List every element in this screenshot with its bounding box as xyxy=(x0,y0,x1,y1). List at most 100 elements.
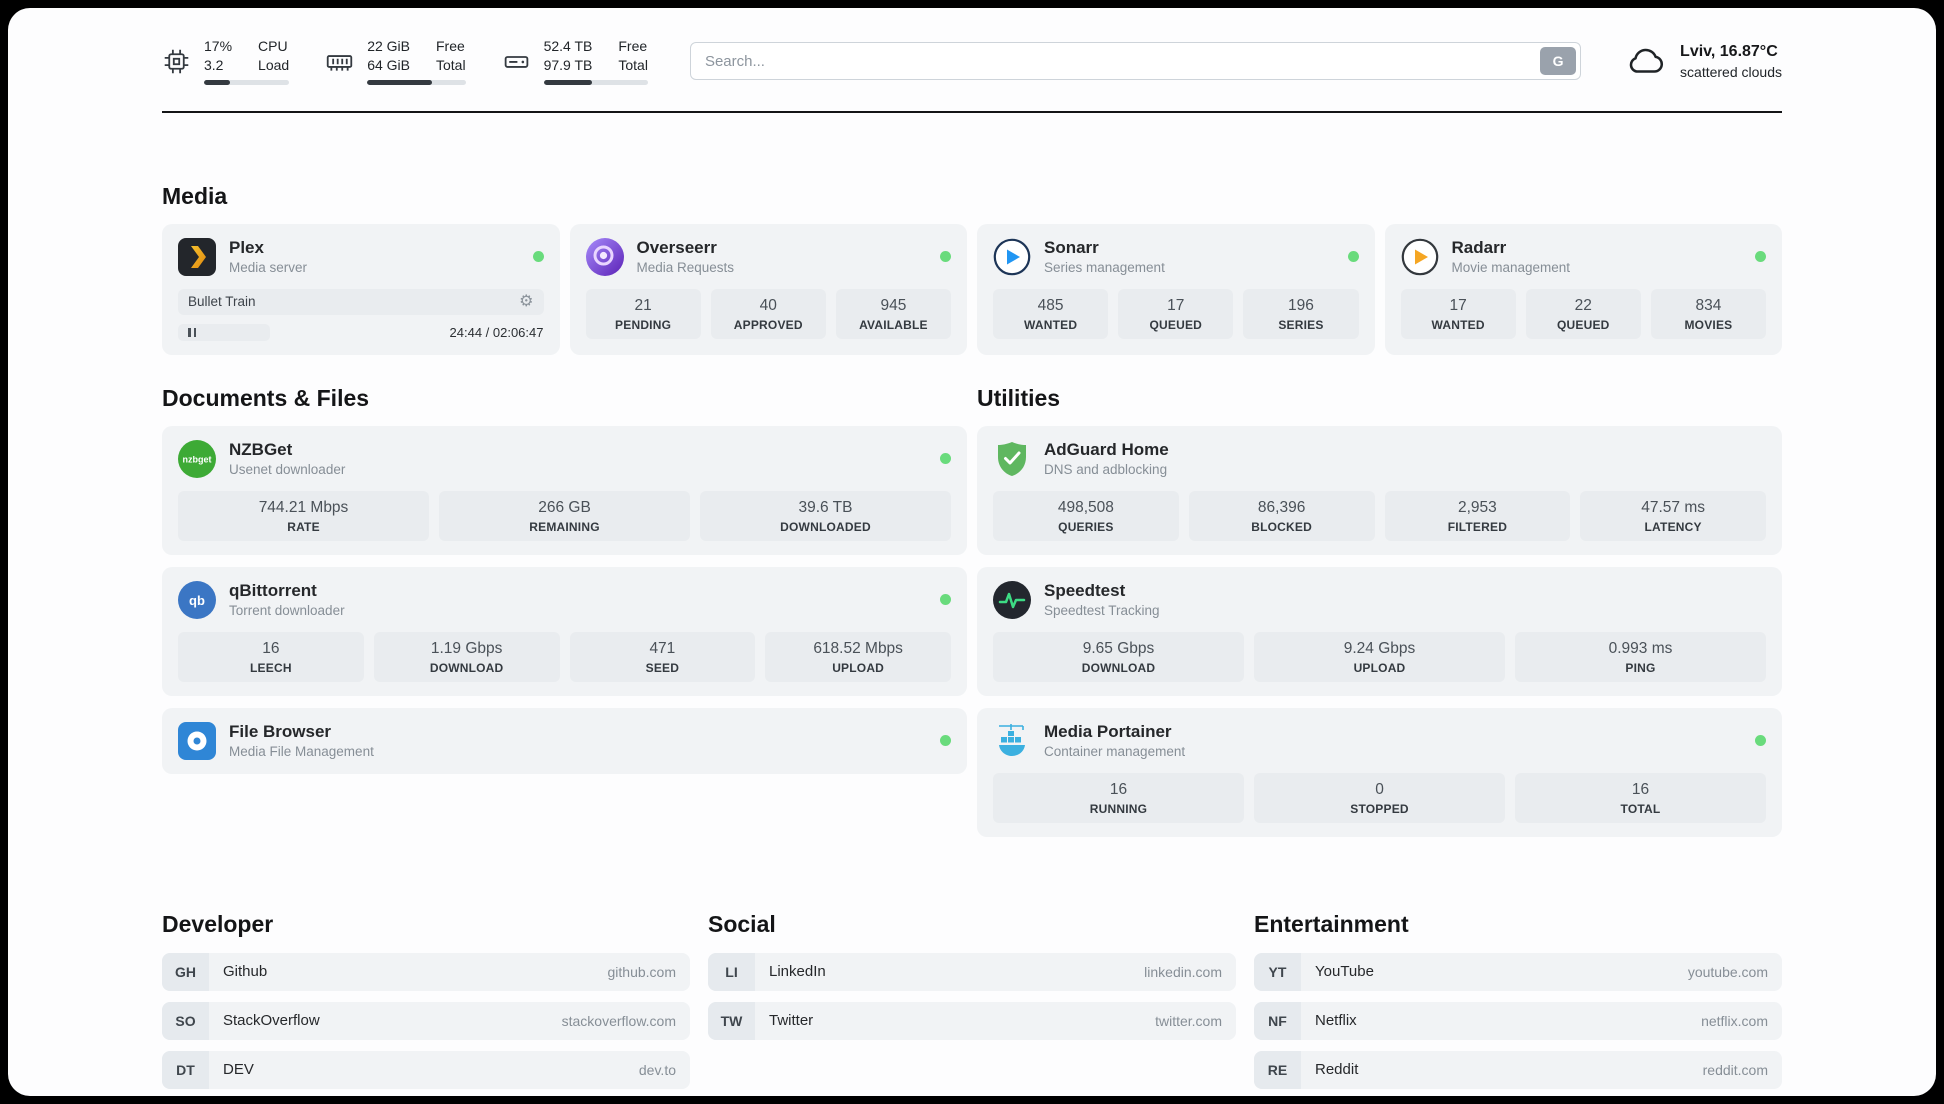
app-name: Sonarr xyxy=(1044,237,1099,257)
app-subtitle: DNS and adblocking xyxy=(1044,462,1168,478)
bookmark-name: Github xyxy=(223,963,268,981)
qbittorrent-icon: qb xyxy=(178,580,216,619)
bookmark-name: LinkedIn xyxy=(769,963,826,981)
app-subtitle: Media File Management xyxy=(229,744,374,760)
bookmark-url: stackoverflow.com xyxy=(561,1012,676,1029)
search-input[interactable] xyxy=(689,42,1582,81)
stat-latency: 47.57 ms LATENCY xyxy=(1580,490,1766,541)
cloud-icon xyxy=(1625,44,1667,78)
social-bookmarks: Social LI LinkedIn linkedin.com TW Twitt… xyxy=(708,911,1236,1096)
stat-downloaded: 39.6 TB DOWNLOADED xyxy=(700,490,951,541)
stat-queries: 498,508 QUERIES xyxy=(993,490,1179,541)
stat-total: 16 TOTAL xyxy=(1515,772,1766,823)
status-dot xyxy=(940,251,951,263)
bookmark-linkedin[interactable]: LI LinkedIn linkedin.com xyxy=(708,952,1236,991)
bookmark-url: twitter.com xyxy=(1155,1012,1222,1029)
app-name: Plex xyxy=(229,237,264,257)
bookmark-netflix[interactable]: NF Netflix netflix.com xyxy=(1254,1001,1782,1040)
app-card-qbittorrent[interactable]: qb qBittorrent Torrent downloader 16 LEE… xyxy=(162,566,967,696)
disk-icon xyxy=(502,47,531,76)
gear-icon[interactable]: ⚙ xyxy=(519,292,534,310)
sonarr-icon xyxy=(993,238,1031,276)
app-card-radarr[interactable]: Radarr Movie management 17 WANTED 22 QUE… xyxy=(1384,223,1782,355)
pause-button[interactable] xyxy=(178,323,270,341)
bookmark-abbr: RE xyxy=(1254,1050,1301,1089)
bookmark-abbr: LI xyxy=(708,952,755,991)
disk-labels: Free Total xyxy=(618,38,648,73)
stat-running: 16 RUNNING xyxy=(993,772,1244,823)
stat-pending: 21 PENDING xyxy=(585,288,701,339)
bookmark-url: reddit.com xyxy=(1702,1061,1768,1078)
app-name: qBittorrent xyxy=(229,580,317,600)
search-engine-button[interactable]: G xyxy=(1540,47,1577,76)
stat-wanted: 485 WANTED xyxy=(993,288,1109,339)
search-bar: G xyxy=(689,42,1582,81)
cpu-usage-bar xyxy=(204,79,290,85)
app-card-portainer[interactable]: Media Portainer Container management 16 … xyxy=(977,707,1782,837)
bookmark-abbr: SO xyxy=(162,1001,209,1040)
app-subtitle: Movie management xyxy=(1451,260,1571,276)
stat-available: 945 AVAILABLE xyxy=(835,288,952,339)
media-section: Media Plex Media server xyxy=(162,183,1782,355)
stat-download: 9.65 Gbps DOWNLOAD xyxy=(993,631,1244,682)
bookmark-abbr: DT xyxy=(162,1050,209,1089)
app-card-plex[interactable]: Plex Media server Bullet Train ⚙ 24:44 /… xyxy=(162,223,560,355)
bookmark-name: YouTube xyxy=(1315,963,1374,981)
stat-upload: 618.52 Mbps UPLOAD xyxy=(765,631,951,682)
utilities-section-title: Utilities xyxy=(977,384,1061,411)
bookmark-stackoverflow[interactable]: SO StackOverflow stackoverflow.com xyxy=(162,1001,690,1040)
ram-icon xyxy=(325,47,354,76)
adguard-icon xyxy=(993,440,1031,478)
bookmark-reddit[interactable]: RE Reddit reddit.com xyxy=(1254,1050,1782,1089)
status-dot xyxy=(940,453,951,465)
cpu-icon xyxy=(162,47,191,76)
app-name: NZBGet xyxy=(229,439,293,459)
developer-section-title: Developer xyxy=(162,910,274,937)
filebrowser-icon xyxy=(178,721,216,760)
bookmark-abbr: TW xyxy=(708,1001,755,1040)
app-card-speedtest[interactable]: Speedtest Speedtest Tracking 9.65 Gbps D… xyxy=(977,566,1782,696)
bookmark-dev[interactable]: DT DEV dev.to xyxy=(162,1050,690,1089)
app-card-overseerr[interactable]: Overseerr Media Requests 21 PENDING 40 A… xyxy=(569,223,967,355)
app-subtitle: Container management xyxy=(1044,744,1186,760)
now-playing-title: Bullet Train xyxy=(188,294,256,310)
ram-usage-bar xyxy=(367,79,466,85)
stat-seed: 471 SEED xyxy=(569,631,756,682)
bookmark-url: github.com xyxy=(607,963,676,980)
app-subtitle: Torrent downloader xyxy=(229,603,345,619)
app-card-adguard[interactable]: AdGuard Home DNS and adblocking 498,508 … xyxy=(977,425,1782,555)
bookmark-youtube[interactable]: YT YouTube youtube.com xyxy=(1254,952,1782,991)
app-card-sonarr[interactable]: Sonarr Series management 485 WANTED 17 Q… xyxy=(977,223,1375,355)
svg-text:nzbget: nzbget xyxy=(183,454,212,464)
app-name: Overseerr xyxy=(636,237,717,257)
svg-text:qb: qb xyxy=(189,593,205,608)
bookmark-abbr: YT xyxy=(1254,952,1301,991)
weather-widget: Lviv, 16.87°C scattered clouds xyxy=(1625,43,1782,80)
dashboard-window: 17% 3.2 CPU Load xyxy=(8,8,1936,1096)
stat-wanted: 17 WANTED xyxy=(1400,288,1516,339)
ram-values: 22 GiB 64 GiB xyxy=(367,38,410,73)
documents-section: Documents & Files nzbget NZBGet Usenet d… xyxy=(162,385,967,849)
status-dot xyxy=(1755,251,1766,263)
bookmark-twitter[interactable]: TW Twitter twitter.com xyxy=(708,1001,1236,1040)
app-card-filebrowser[interactable]: File Browser Media File Management xyxy=(162,707,967,774)
topbar-divider xyxy=(162,110,1782,113)
cpu-monitor: 17% 3.2 CPU Load xyxy=(162,38,290,85)
speedtest-icon xyxy=(993,580,1031,619)
bookmark-url: youtube.com xyxy=(1687,963,1768,980)
status-dot xyxy=(940,594,951,606)
bookmark-github[interactable]: GH Github github.com xyxy=(162,952,690,991)
bookmark-name: StackOverflow xyxy=(223,1012,320,1030)
bookmark-url: netflix.com xyxy=(1701,1012,1768,1029)
bookmark-name: DEV xyxy=(223,1061,254,1079)
disk-monitor: 52.4 TB 97.9 TB Free Total xyxy=(502,38,648,85)
bookmark-name: Reddit xyxy=(1315,1061,1359,1079)
disk-usage-bar xyxy=(543,79,648,85)
ram-labels: Free Total xyxy=(436,38,466,73)
app-subtitle: Usenet downloader xyxy=(229,462,346,478)
stat-download: 1.19 Gbps DOWNLOAD xyxy=(373,631,560,682)
plex-icon xyxy=(178,237,216,276)
entertainment-section-title: Entertainment xyxy=(1254,910,1409,937)
app-card-nzbget[interactable]: nzbget NZBGet Usenet downloader 744.21 M… xyxy=(162,425,967,555)
overseerr-icon xyxy=(585,237,624,276)
